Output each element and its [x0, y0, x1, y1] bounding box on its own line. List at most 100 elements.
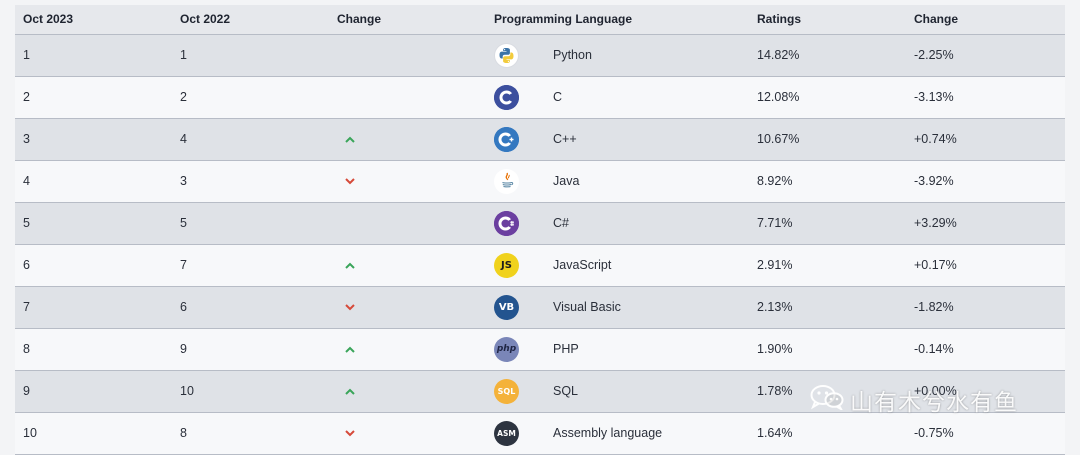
language-cell: php PHP [486, 328, 749, 371]
language-name[interactable]: C++ [553, 132, 577, 146]
language-name[interactable]: Java [553, 174, 580, 188]
ratings-cell: 14.82% [749, 34, 906, 77]
column-header-oct-2023[interactable]: Oct 2023 [15, 5, 172, 35]
language-name[interactable]: C# [553, 216, 569, 230]
ratings-cell: 1.78% [749, 370, 906, 413]
rank-previous-cell: 7 [172, 244, 329, 287]
language-cell: Python [486, 34, 749, 77]
trend-cell [329, 244, 486, 287]
sql-logo-icon: SQL [494, 378, 519, 404]
visual-basic-logo-icon: VB [494, 294, 519, 320]
ratings-cell: 12.08% [749, 76, 906, 119]
rank-current-cell: 5 [15, 202, 172, 245]
trend-down-icon [345, 303, 486, 311]
table-row[interactable]: 9 10 SQL SQL 1.78% +0.00% [15, 370, 1065, 413]
table-body: 1 1 Python 14.82% -2.25% 2 2 C 12.08% -3.13% 3 4 C++… [15, 34, 1065, 455]
trend-cell [329, 286, 486, 329]
assembly-logo-text: ASM [497, 428, 516, 438]
language-name[interactable]: Python [553, 48, 592, 62]
column-header-change-percent[interactable]: Change [906, 5, 1065, 35]
language-name[interactable]: Visual Basic [553, 300, 621, 314]
javascript-logo-icon: JS [494, 252, 519, 278]
table-row[interactable]: 6 7 JS JavaScript 2.91% +0.17% [15, 244, 1065, 287]
table-row[interactable]: 5 5 C# 7.71% +3.29% [15, 202, 1065, 245]
column-header-oct-2022[interactable]: Oct 2022 [172, 5, 329, 35]
language-name[interactable]: C [553, 90, 563, 104]
trend-up-icon [345, 262, 486, 269]
language-name[interactable]: SQL [553, 384, 579, 398]
rank-current-cell: 6 [15, 244, 172, 287]
language-name[interactable]: PHP [553, 342, 579, 356]
change-percent-cell: +3.29% [906, 202, 1065, 245]
rank-previous-cell: 10 [172, 370, 329, 413]
trend-up-icon [345, 388, 486, 395]
rank-previous-cell: 4 [172, 118, 329, 161]
table-row[interactable]: 7 6 VB Visual Basic 2.13% -1.82% [15, 286, 1065, 329]
c-logo-icon [494, 84, 519, 110]
trend-cell [329, 370, 486, 413]
table-row[interactable]: 3 4 C++ 10.67% +0.74% [15, 118, 1065, 161]
ratings-cell: 7.71% [749, 202, 906, 245]
change-percent-cell: -0.14% [906, 328, 1065, 371]
rank-current-cell: 1 [15, 34, 172, 77]
ratings-cell: 2.13% [749, 286, 906, 329]
trend-cell [329, 202, 486, 245]
table-row[interactable]: 2 2 C 12.08% -3.13% [15, 76, 1065, 119]
language-name[interactable]: JavaScript [553, 258, 612, 272]
table-row[interactable]: 4 3 Java 8.92% -3.92% [15, 160, 1065, 203]
visual-basic-logo-text: VB [498, 301, 515, 313]
rank-current-cell: 9 [15, 370, 172, 413]
trend-up-icon [345, 346, 486, 353]
change-percent-cell: +0.74% [906, 118, 1065, 161]
rank-previous-cell: 2 [172, 76, 329, 119]
change-percent-cell: -3.92% [906, 160, 1065, 203]
trend-down-icon [345, 177, 486, 185]
change-percent-cell: -2.25% [906, 34, 1065, 77]
language-cell: C++ [486, 118, 749, 161]
tiobe-index-table-container: Oct 2023 Oct 2022 Change Programming Lan… [15, 5, 1065, 455]
rank-previous-cell: 8 [172, 412, 329, 455]
column-header-ratings[interactable]: Ratings [749, 5, 906, 35]
language-name[interactable]: Assembly language [553, 426, 663, 440]
change-percent-cell: -0.75% [906, 412, 1065, 455]
rank-previous-cell: 5 [172, 202, 329, 245]
table-header-row: Oct 2023 Oct 2022 Change Programming Lan… [15, 5, 1065, 35]
trend-cell [329, 76, 486, 119]
rank-previous-cell: 3 [172, 160, 329, 203]
java-logo-icon [494, 168, 519, 194]
language-cell: VB Visual Basic [486, 286, 749, 329]
rank-current-cell: 10 [15, 412, 172, 455]
table-row[interactable]: 10 8 ASM Assembly language 1.64% -0.75% [15, 412, 1065, 455]
python-logo-icon [494, 42, 519, 68]
ratings-cell: 10.67% [749, 118, 906, 161]
language-cell: ASM Assembly language [486, 412, 749, 455]
rank-previous-cell: 1 [172, 34, 329, 77]
trend-down-icon [345, 429, 486, 437]
rank-current-cell: 2 [15, 76, 172, 119]
rank-current-cell: 3 [15, 118, 172, 161]
csharp-logo-icon [494, 210, 519, 236]
trend-cell [329, 34, 486, 77]
language-cell: C# [486, 202, 749, 245]
rank-previous-cell: 6 [172, 286, 329, 329]
trend-up-icon [345, 136, 486, 143]
rank-previous-cell: 9 [172, 328, 329, 371]
cpp-logo-icon [494, 126, 519, 152]
ratings-cell: 1.90% [749, 328, 906, 371]
language-cell: Java [486, 160, 749, 203]
assembly-logo-icon: ASM [494, 420, 519, 446]
rank-current-cell: 4 [15, 160, 172, 203]
sql-logo-text: SQL [497, 386, 516, 396]
change-percent-cell: -1.82% [906, 286, 1065, 329]
table-row[interactable]: 1 1 Python 14.82% -2.25% [15, 34, 1065, 77]
change-percent-cell: +0.00% [906, 370, 1065, 413]
table-row[interactable]: 8 9 php PHP 1.90% -0.14% [15, 328, 1065, 371]
column-header-programming-language[interactable]: Programming Language [486, 5, 749, 35]
php-logo-icon: php [494, 336, 519, 362]
column-header-change[interactable]: Change [329, 5, 486, 35]
trend-cell [329, 328, 486, 371]
php-logo-text: php [496, 344, 517, 354]
change-percent-cell: +0.17% [906, 244, 1065, 287]
language-cell: JS JavaScript [486, 244, 749, 287]
tiobe-index-table: Oct 2023 Oct 2022 Change Programming Lan… [15, 5, 1065, 455]
